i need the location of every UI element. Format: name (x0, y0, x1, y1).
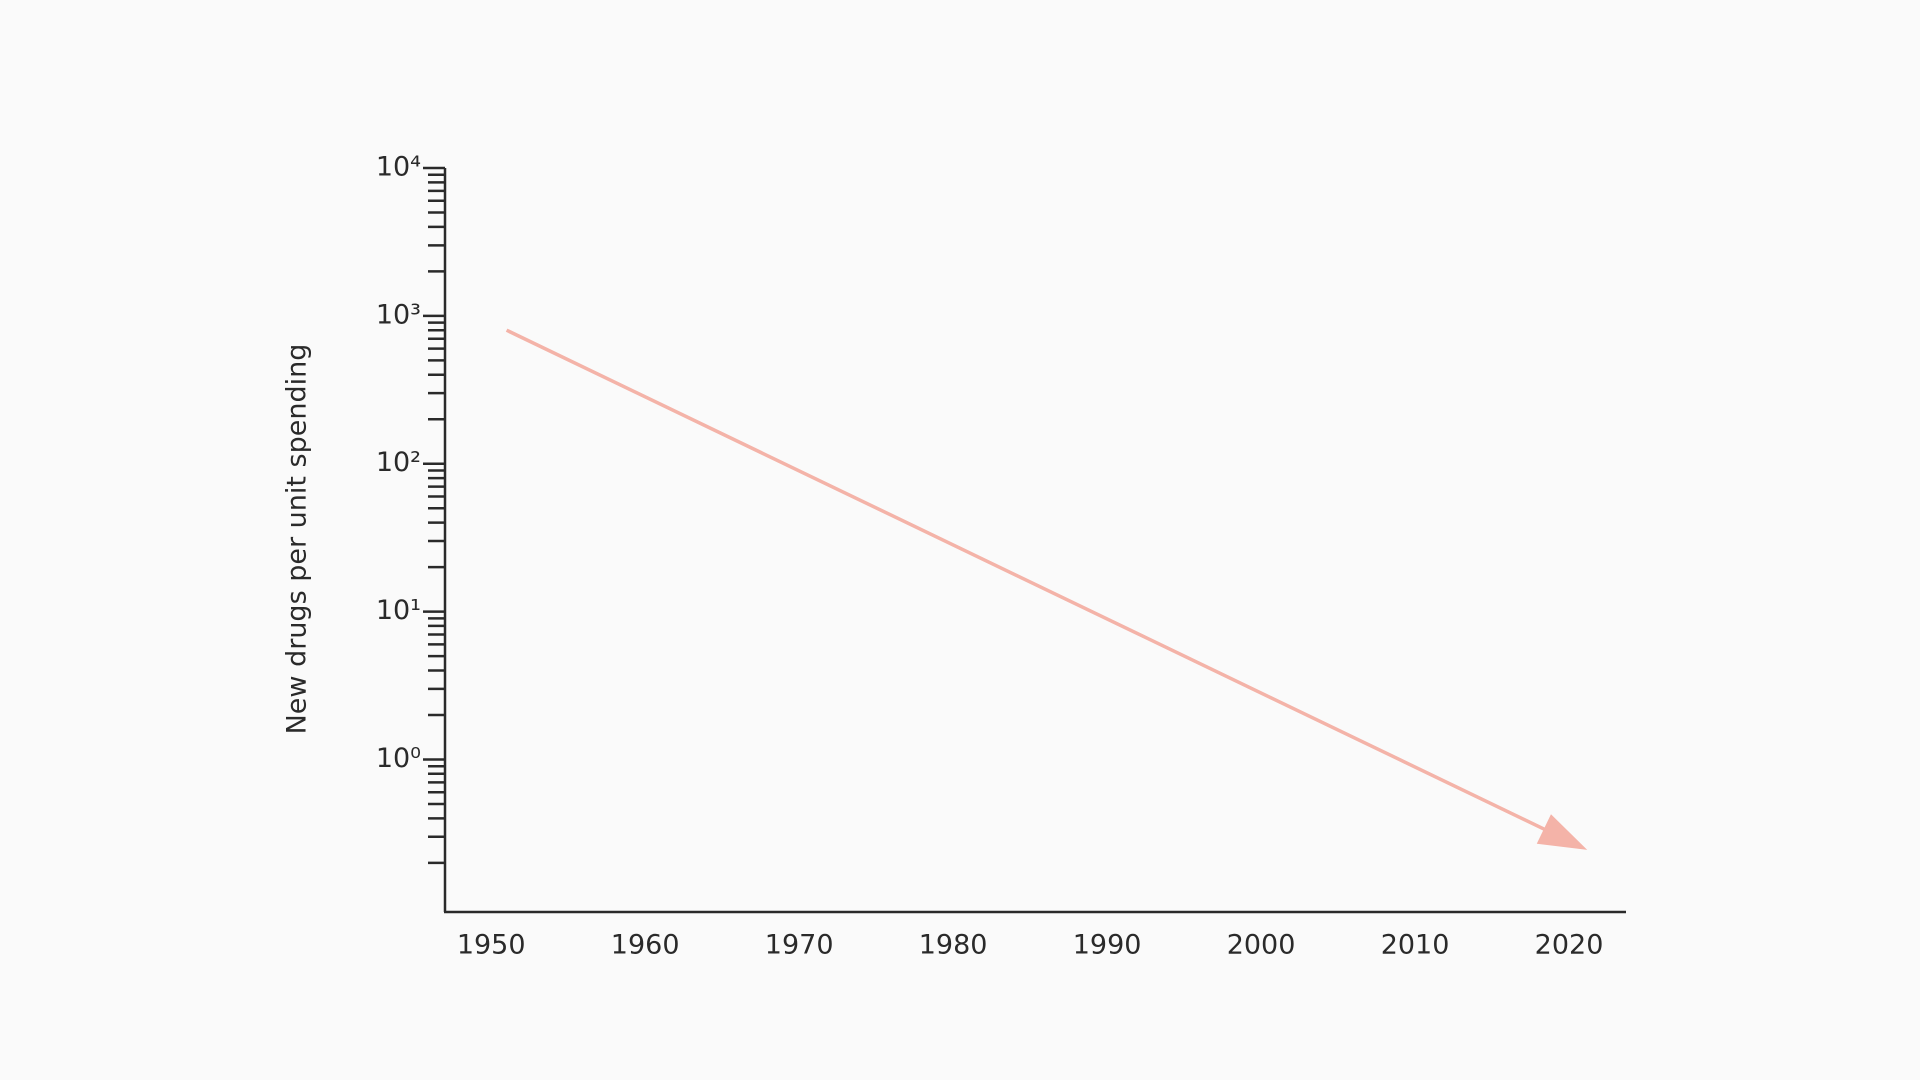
y-tick-label: 10³ (376, 299, 421, 330)
x-tick-label: 1970 (765, 930, 834, 961)
x-tick-label: 1960 (611, 930, 680, 961)
x-tick-label: 1950 (457, 930, 526, 961)
y-tick-label: 10² (376, 447, 421, 478)
y-axis-label: New drugs per unit spending (282, 344, 313, 735)
y-tick-label: 10¹ (376, 595, 421, 626)
x-tick-label: 2010 (1381, 930, 1450, 961)
arrowhead (1536, 814, 1588, 850)
x-tick-label: 1990 (1073, 930, 1142, 961)
line (505, 328, 1546, 832)
x-tick-label: 2000 (1227, 930, 1296, 961)
y-tick-label: 10⁴ (376, 152, 421, 183)
x-tick-label: 1980 (919, 930, 988, 961)
y-tick-label: 10⁰ (376, 743, 421, 774)
x-tick-label: 2020 (1535, 930, 1604, 961)
